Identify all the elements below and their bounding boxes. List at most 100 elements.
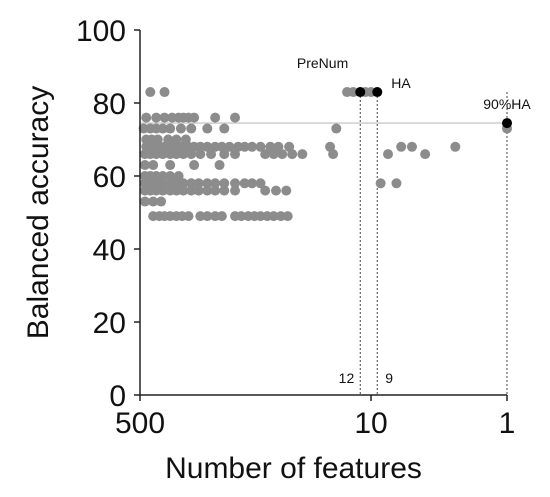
highlight-label: HA — [391, 75, 411, 91]
highlight-point — [355, 87, 366, 98]
data-point — [406, 141, 417, 152]
data-point — [281, 185, 292, 196]
data-point — [236, 211, 247, 222]
data-point — [148, 196, 159, 207]
data-point — [202, 178, 213, 189]
data-point — [178, 178, 189, 189]
data-point — [193, 178, 204, 189]
data-point — [383, 149, 394, 160]
data-point — [247, 141, 258, 152]
data-point — [260, 185, 271, 196]
data-point — [268, 149, 279, 160]
data-point — [214, 160, 225, 171]
data-point — [282, 211, 293, 222]
data-point — [247, 178, 258, 189]
data-point — [239, 178, 250, 189]
y-tick-label: 100 — [76, 15, 126, 48]
data-point — [145, 87, 156, 98]
data-point — [277, 149, 288, 160]
x-tick-label: 500 — [115, 407, 165, 440]
data-point — [175, 123, 186, 134]
data-point — [171, 178, 182, 189]
data-point — [171, 149, 182, 160]
data-point — [171, 134, 182, 145]
data-point — [148, 160, 159, 171]
data-point — [141, 112, 152, 123]
data-point — [159, 112, 170, 123]
data-point — [348, 87, 359, 98]
data-point — [202, 185, 213, 196]
data-point — [219, 178, 230, 189]
data-point — [219, 149, 230, 160]
data-point — [189, 160, 200, 171]
data-point — [216, 211, 227, 222]
data-point — [186, 123, 197, 134]
data-point — [157, 171, 168, 181]
data-point — [193, 185, 204, 196]
data-point — [210, 178, 221, 189]
data-point — [157, 123, 168, 134]
data-point — [186, 149, 197, 160]
highlight-point — [372, 87, 383, 98]
data-point — [230, 149, 241, 160]
data-point — [210, 185, 221, 196]
data-point — [396, 141, 407, 152]
data-point — [165, 171, 176, 181]
data-point — [270, 185, 281, 196]
data-point — [159, 87, 170, 98]
data-point — [139, 160, 150, 171]
data-point — [420, 149, 431, 160]
data-point — [239, 141, 250, 152]
y-tick-label: 40 — [93, 234, 126, 267]
data-point — [328, 149, 339, 160]
data-point — [156, 196, 167, 207]
data-point — [202, 211, 213, 222]
data-point — [195, 211, 206, 222]
data-point — [195, 141, 206, 152]
data-point — [186, 178, 197, 189]
highlight-label: 90%HA — [483, 96, 531, 112]
y-tick-label: 80 — [93, 88, 126, 121]
data-point — [287, 149, 298, 160]
marker-label: 12 — [339, 370, 355, 386]
highlight-point — [502, 118, 512, 129]
data-point — [219, 185, 230, 196]
data-point — [151, 112, 162, 123]
data-point — [255, 178, 266, 189]
data-point — [157, 178, 168, 189]
data-point — [210, 112, 221, 123]
data-point — [189, 112, 200, 123]
data-point — [202, 123, 213, 134]
data-point — [139, 196, 150, 207]
data-point — [375, 178, 386, 189]
data-point — [171, 185, 182, 196]
data-point — [183, 211, 194, 222]
data-point — [450, 141, 461, 152]
data-point — [206, 149, 217, 160]
data-point — [165, 160, 176, 171]
data-point — [260, 149, 271, 160]
data-point — [157, 185, 168, 196]
data-point — [255, 141, 266, 152]
data-point — [186, 185, 197, 196]
x-tick-label: 1 — [499, 407, 516, 440]
plot-area: 12 9 PreNum HA 90%HA 0 20 40 60 80 100 500 10 1 — [76, 15, 531, 440]
data-point — [195, 149, 206, 160]
marker-label: 9 — [385, 370, 393, 386]
y-tick-label: 60 — [93, 161, 126, 194]
x-axis-title: Number of features — [165, 452, 422, 485]
data-point — [224, 141, 235, 152]
highlight-label: PreNum — [297, 55, 348, 71]
data-point — [165, 123, 176, 134]
data-point — [178, 185, 189, 196]
y-axis-title: Balanced accuracy — [22, 86, 55, 339]
data-point — [157, 149, 168, 160]
y-tick-label: 20 — [93, 307, 126, 340]
data-point — [331, 123, 342, 134]
data-point — [230, 178, 241, 189]
data-point — [297, 149, 308, 160]
data-point — [391, 178, 402, 189]
data-point — [178, 149, 189, 160]
y-tick-label: 0 — [109, 380, 126, 413]
